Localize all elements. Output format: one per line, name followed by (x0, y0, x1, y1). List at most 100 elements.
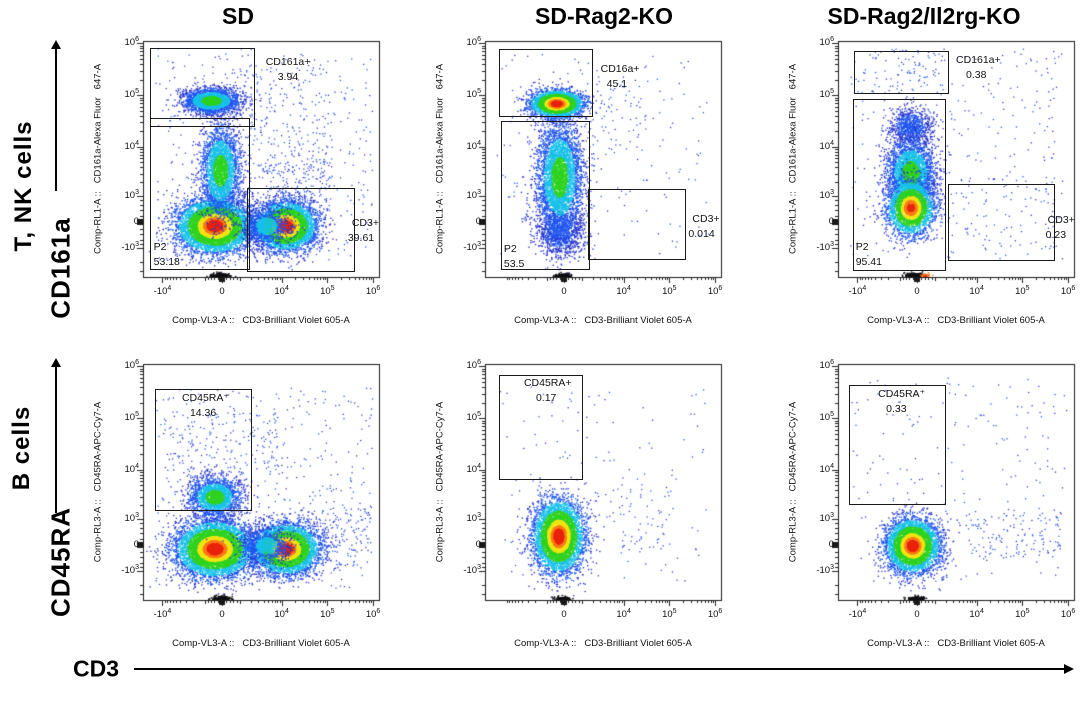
gate-label-cd45ra: CD45RA⁺ 0.33 (878, 387, 925, 417)
gate-cd161a (854, 50, 950, 94)
gate-label-cd161a: CD161a+ 3.94 (266, 55, 311, 85)
y-tick-label-10^5: 105 (466, 88, 481, 101)
x-tick-label-10^6: 106 (707, 284, 723, 297)
x-tick-label--10^4: -104 (848, 607, 867, 620)
gate-percent: 0.38 (966, 68, 987, 81)
x-axis-caption: Comp-VL3-A :: CD3-Brilliant Violet 605-A (867, 315, 1045, 326)
y-tick-label--10^3: -103 (121, 564, 139, 577)
y-tick-label--10^3: -103 (463, 564, 481, 577)
x-tick-label-0: 0 (219, 609, 225, 620)
y-axis-caption: Comp-RL3-A :: CD45RA-APC-Cy7-A (434, 401, 446, 563)
gate-cd161a (150, 48, 255, 127)
cd3-axis-arrow-shaft (134, 668, 1064, 670)
row-axis-label-cd161a: CD161a (45, 217, 76, 319)
x-tick-label-10^6: 106 (1060, 607, 1076, 620)
flow-plot-sd-b: -104 0 104 105 106 106 105 104 103 0 -103 CD45RA⁺ 14… (93, 354, 389, 649)
x-tick-label-10^4: 104 (616, 607, 631, 620)
density-plot-canvas-rag2il2rgko-b (828, 354, 1080, 610)
gate-cd45ra (498, 375, 583, 480)
gate-label-cd161a: CD161a+ 0.38 (956, 53, 1001, 83)
gate-cd45ra (849, 385, 946, 505)
y-axis-caption: Comp-RL1-A :: CD161a-Alexa Fluor 647-A (434, 63, 446, 255)
y-tick-label-0: 0 (475, 216, 481, 228)
gate-percent: 0.17 (535, 391, 557, 404)
y-tick-label-10^5: 105 (466, 411, 481, 424)
gate-label-cd3: CD3+ 0.23 (1046, 213, 1075, 243)
y-tick-label-10^4: 104 (819, 462, 834, 475)
flow-plot-rag2il2rgko-tnk: -104 0 104 105 106 106 105 104 103 0 -103 CD161a+ 0.… (788, 31, 1080, 326)
y-tick-label-10^5: 105 (819, 88, 834, 101)
y-tick-label--10^3: -103 (816, 241, 834, 254)
row-axis-label-cd45ra: CD45RA (45, 506, 76, 618)
gate-p2 (500, 121, 590, 271)
x-tick-label-10^5: 105 (320, 284, 335, 297)
gate-percent: 14.36 (189, 407, 217, 420)
y-tick-label-10^4: 104 (819, 139, 834, 152)
column-title-sd-rag2-il2rg-ko: SD-Rag2/Il2rg-KO (827, 3, 1021, 29)
y-tick-label-10^4: 104 (466, 139, 481, 152)
column-title-sd: SD (222, 3, 254, 29)
x-tick-label-10^4: 104 (616, 284, 631, 297)
gate-name: CD161a+ (265, 56, 311, 69)
x-axis-caption: Comp-VL3-A :: CD3-Brilliant Violet 605-A (172, 638, 350, 649)
density-plot-canvas-rag2il2rgko-tnk (828, 31, 1080, 287)
gate-label-cd3: CD3+ 0.014 (688, 212, 719, 242)
gate-p2 (150, 117, 251, 271)
y-tick-label-0: 0 (828, 216, 834, 228)
density-plot-canvas-rag2ko-tnk (475, 31, 731, 287)
gate-name: CD3+ (692, 213, 720, 226)
y-tick-label-0: 0 (133, 539, 139, 551)
y-tick-label-10^6: 106 (124, 359, 139, 372)
x-tick-label-0: 0 (561, 286, 567, 297)
x-tick-label-10^4: 104 (274, 284, 289, 297)
flow-plot-rag2il2rgko-b: -104 0 104 105 106 106 105 104 103 0 -103 CD45RA⁺ 0.… (788, 354, 1080, 649)
x-tick-label-10^5: 105 (662, 284, 677, 297)
flow-plot-sd-tnk: -104 0 104 105 106 106 105 104 103 0 -103 CD161a+ 3.… (93, 31, 389, 326)
gate-label-cd45ra: CD45RA⁺ 14.36 (182, 391, 229, 421)
cd161a-axis-arrow-head-icon (51, 40, 61, 49)
x-tick-label-10^5: 105 (1015, 284, 1030, 297)
x-tick-label-0: 0 (914, 609, 920, 620)
y-tick-label-10^5: 105 (819, 411, 834, 424)
density-plot-canvas-sd-b (133, 354, 389, 610)
gate-percent: 53.18 (153, 256, 180, 269)
y-tick-label-10^3: 103 (819, 189, 834, 202)
gate-name: P2 (153, 241, 167, 254)
gate-p2 (853, 99, 946, 271)
x-tick-label-10^6: 106 (365, 284, 381, 297)
x-tick-label-0: 0 (561, 609, 567, 620)
y-tick-label-10^6: 106 (819, 359, 834, 372)
x-tick-label-10^6: 106 (1060, 284, 1076, 297)
gate-percent: 0.23 (1045, 229, 1067, 242)
y-tick-label-10^3: 103 (124, 189, 139, 202)
gate-cd3 (246, 188, 356, 272)
column-title-sd-rag2-ko: SD-Rag2-KO (534, 3, 674, 29)
y-tick-label-0: 0 (475, 539, 481, 551)
x-tick-label--10^4: -104 (153, 284, 172, 297)
gate-label-cd16a: CD16a+ 45.1 (601, 62, 640, 92)
x-axis-caption: Comp-VL3-A :: CD3-Brilliant Violet 605-A (514, 315, 692, 326)
density-plot-canvas-sd-tnk (133, 31, 389, 287)
x-tick-label-10^4: 104 (969, 284, 984, 297)
y-tick-label-10^6: 106 (466, 359, 481, 372)
y-tick-label-10^4: 104 (124, 139, 139, 152)
gate-label-cd45ra: CD45RA+ 0.17 (524, 376, 572, 406)
gate-label-cd3: CD3+ 39.61 (348, 216, 379, 246)
gate-cd3 (947, 184, 1055, 262)
y-axis-caption: Comp-RL3-A :: CD45RA-APC-Cy7-A (787, 401, 799, 563)
x-axis-caption: Comp-VL3-A :: CD3-Brilliant Violet 605-A (172, 315, 350, 326)
gate-name: CD161a+ (956, 53, 1001, 66)
x-tick-label-10^6: 106 (365, 607, 381, 620)
row-label-b-cells: B cells (8, 405, 35, 491)
cd45ra-axis-arrow-shaft (55, 367, 57, 513)
gate-label-p2: P2 53.18 (154, 240, 180, 270)
y-tick-label-10^5: 105 (124, 88, 139, 101)
x-axis-marker-label-cd3: CD3 (73, 655, 120, 682)
x-tick-label-10^6: 106 (707, 607, 723, 620)
cd161a-axis-arrow-shaft (55, 49, 57, 191)
gate-name: P2 (503, 242, 517, 255)
y-tick-label-10^6: 106 (124, 36, 139, 49)
gate-name: CD3+ (351, 216, 379, 229)
y-tick-label-10^3: 103 (466, 512, 481, 525)
